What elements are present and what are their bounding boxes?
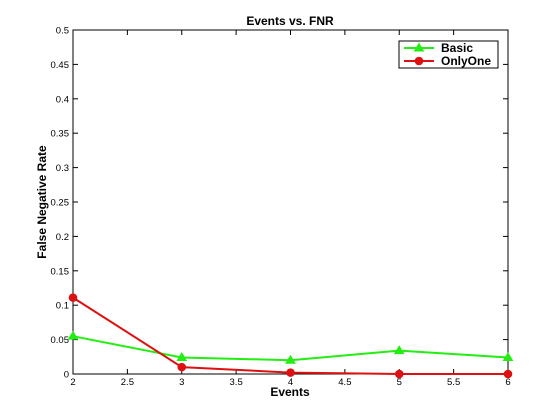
series-basic — [67, 330, 514, 364]
y-axis-label: False Negative Rate — [35, 145, 49, 259]
data-point-basic — [393, 345, 405, 355]
x-tick-label: 3.5 — [230, 377, 243, 388]
series-onlyone — [68, 293, 513, 379]
plot-area: 0 0.05 0.1 0.15 0.2 0.25 0.3 0.35 0.4 0.45 0.5 2 2.… — [51, 26, 514, 388]
data-point-onlyone — [177, 362, 187, 372]
x-tick-label: 3 — [179, 377, 184, 388]
data-point-onlyone — [68, 293, 78, 302]
series-layer — [67, 293, 514, 379]
legend: Basic OnlyOne — [398, 40, 499, 69]
y-tick-label: 0.45 — [51, 60, 70, 71]
y-tick-label: 0.2 — [56, 232, 69, 243]
x-tick-label: 2.5 — [121, 377, 134, 388]
plot-frame — [72, 29, 509, 375]
chart-title: Events vs. FNR — [246, 14, 334, 28]
legend-item-onlyone: OnlyOne — [404, 54, 491, 68]
y-tick-label: 0.5 — [56, 26, 69, 37]
y-tick-label: 0.15 — [51, 266, 70, 277]
y-axis-ticks: 0 0.05 0.1 0.15 0.2 0.25 0.3 0.35 0.4 0.45 0.5 — [51, 26, 508, 381]
legend-label-onlyone: OnlyOne — [441, 54, 491, 68]
x-tick-label: 5 — [397, 377, 402, 388]
x-tick-label: 6 — [505, 377, 510, 388]
y-tick-label: 0.1 — [56, 301, 69, 312]
legend-marker-basic — [413, 42, 425, 52]
data-point-basic — [176, 352, 188, 361]
y-tick-label: 0.4 — [56, 94, 69, 105]
data-point-basic — [67, 330, 79, 340]
y-tick-label: 0.3 — [56, 163, 69, 174]
y-tick-label: 0.35 — [51, 129, 70, 140]
x-tick-label: 4.5 — [338, 377, 351, 388]
data-point-onlyone — [503, 369, 513, 379]
data-point-basic — [285, 354, 296, 364]
x-tick-label: 2 — [70, 377, 75, 388]
y-tick-label: 0 — [64, 370, 69, 381]
y-tick-label: 0.05 — [51, 335, 70, 346]
legend-box — [398, 40, 499, 69]
x-tick-label: 5.5 — [447, 377, 460, 388]
data-point-basic — [502, 352, 514, 361]
legend-label-basic: Basic — [441, 41, 473, 55]
x-tick-label: 4 — [288, 377, 293, 388]
data-point-onlyone — [286, 368, 295, 377]
legend-marker-onlyone — [414, 56, 424, 66]
data-point-onlyone — [394, 369, 404, 379]
legend-item-basic: Basic — [404, 41, 473, 55]
y-tick-label: 0.25 — [51, 198, 70, 209]
x-axis-label: Events — [270, 385, 310, 399]
